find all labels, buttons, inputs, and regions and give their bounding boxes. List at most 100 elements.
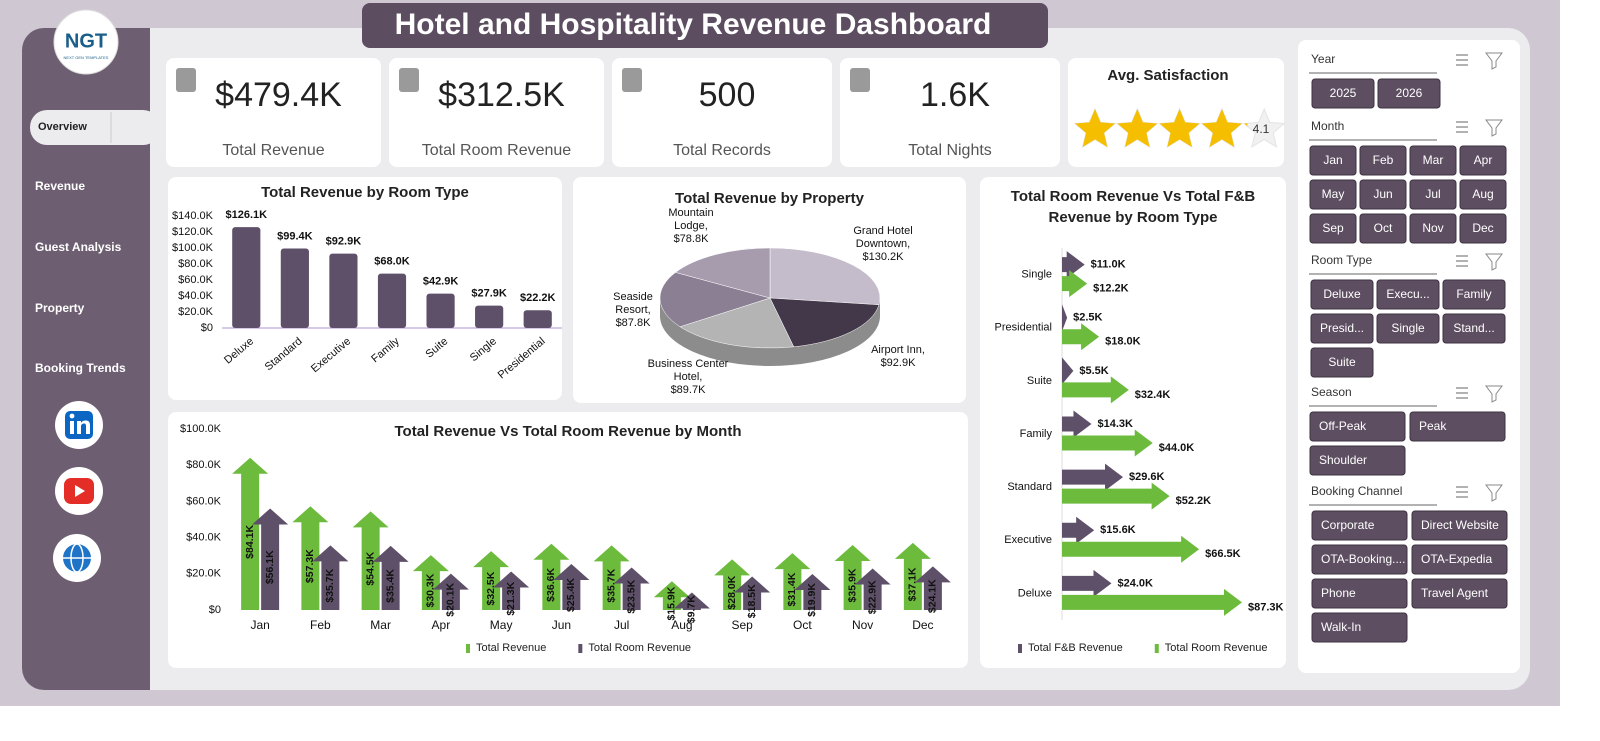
slicer-button[interactable] — [1311, 510, 1408, 541]
slicer-item[interactable]: Single — [1391, 321, 1425, 335]
slicer-item[interactable]: Family — [1456, 287, 1491, 301]
slicer-item[interactable]: Off-Peak — [1319, 419, 1367, 433]
slicer-item[interactable]: Presid... — [1320, 321, 1364, 335]
value-label: $29.6K — [1129, 471, 1165, 483]
legend-label: Total Revenue — [476, 642, 546, 654]
value-label: $9.7K — [686, 595, 698, 623]
slicer-button[interactable] — [1377, 78, 1441, 109]
logo-circle — [53, 9, 119, 75]
slicer-button[interactable] — [1309, 411, 1406, 442]
slicer-button[interactable] — [1459, 213, 1507, 244]
value-label: $18.0K — [1105, 336, 1141, 348]
bar — [432, 573, 469, 610]
bar — [1062, 323, 1100, 351]
slicer-item[interactable]: Apr — [1474, 153, 1493, 167]
slicer-item[interactable]: Execu... — [1386, 287, 1429, 301]
slicer-item[interactable]: Mar — [1423, 153, 1444, 167]
slicer-button[interactable] — [1442, 279, 1506, 310]
slicer-item[interactable]: Sep — [1322, 221, 1344, 235]
value-label: $19.9K — [806, 583, 818, 617]
slicer-item[interactable]: Suite — [1328, 355, 1356, 369]
slicer-item[interactable]: Stand... — [1453, 321, 1494, 335]
slicer-item[interactable]: Jun — [1373, 187, 1392, 201]
clear-filter-icon[interactable] — [1485, 52, 1503, 70]
slicer-button[interactable] — [1442, 313, 1506, 344]
slicer-button[interactable] — [1409, 411, 1506, 442]
slicer-button[interactable] — [1311, 78, 1375, 109]
slicer-item[interactable]: Peak — [1419, 419, 1447, 433]
slicer-button[interactable] — [1359, 213, 1407, 244]
nav-item[interactable]: Guest Analysis — [35, 240, 122, 254]
value-label: $32.4K — [1135, 389, 1171, 401]
slicer-item[interactable]: May — [1322, 187, 1345, 201]
y-tick-label: $120.0K — [172, 226, 214, 238]
clear-filter-icon[interactable] — [1485, 385, 1503, 403]
clear-filter-icon[interactable] — [1485, 119, 1503, 137]
slicer-button[interactable] — [1411, 578, 1508, 609]
slicer-button[interactable] — [1309, 445, 1406, 476]
slicer-item[interactable]: Deluxe — [1323, 287, 1361, 301]
slicer-item[interactable]: Jul — [1425, 187, 1440, 201]
slicer-button[interactable] — [1309, 213, 1357, 244]
nav-item[interactable]: Property — [35, 301, 85, 315]
legend-marker — [578, 644, 583, 653]
slicer-button[interactable] — [1309, 145, 1357, 176]
slicer-item[interactable]: Walk-In — [1321, 620, 1361, 634]
slicer-button[interactable] — [1409, 145, 1457, 176]
slicer-button[interactable] — [1411, 510, 1508, 541]
chart-title: Total Revenue by Room Type — [261, 184, 469, 201]
bar — [1062, 535, 1200, 563]
nav-item[interactable]: Booking Trends — [35, 361, 126, 375]
slicer-button[interactable] — [1310, 313, 1374, 344]
slicer-button[interactable] — [1376, 313, 1440, 344]
y-tick-label: $140.0K — [172, 210, 214, 222]
bar — [493, 571, 530, 610]
clear-filter-icon[interactable] — [1485, 484, 1503, 502]
slicer-item[interactable]: OTA-Booking.... — [1321, 552, 1405, 566]
slicer-button[interactable] — [1359, 145, 1407, 176]
value-label: $24.0K — [1117, 577, 1153, 589]
y-tick-label: $80.0K — [178, 258, 214, 270]
slicer-button[interactable] — [1311, 578, 1408, 609]
pie-label: Mountain Lodge, $78.8K — [656, 194, 726, 258]
slicer-item[interactable]: 2026 — [1396, 86, 1423, 100]
slicer-item[interactable]: Travel Agent — [1421, 586, 1489, 600]
slicer-button[interactable] — [1459, 179, 1507, 210]
slicer-button[interactable] — [1376, 279, 1440, 310]
star — [1159, 109, 1200, 147]
pie-category: Business Center Hotel, — [647, 357, 729, 383]
slicer-button[interactable] — [1409, 213, 1457, 244]
slicer-button[interactable] — [1459, 145, 1507, 176]
pie-label: Grand Hotel Downtown, $130.2K — [838, 212, 928, 276]
slicer-item[interactable]: Phone — [1321, 586, 1356, 600]
slicer-item[interactable]: Nov — [1422, 221, 1443, 235]
slicer-item[interactable]: 2025 — [1330, 86, 1357, 100]
clear-filter-icon[interactable] — [1485, 253, 1503, 271]
value-label: $31.4K — [786, 572, 798, 606]
slicer-button[interactable] — [1311, 612, 1408, 643]
slicer-item[interactable]: Feb — [1373, 153, 1394, 167]
nav-item[interactable]: Revenue — [35, 179, 85, 193]
slicer-button[interactable] — [1359, 179, 1407, 210]
slicer-button[interactable] — [1409, 179, 1457, 210]
slicer-item[interactable]: Shoulder — [1319, 453, 1367, 467]
slicer-item[interactable]: Oct — [1374, 221, 1393, 235]
slicer-button[interactable] — [1310, 347, 1374, 378]
kpi-icon — [399, 68, 419, 92]
slicer-button[interactable] — [1309, 179, 1357, 210]
legend-marker — [1018, 644, 1022, 653]
nav-item[interactable]: Overview — [38, 121, 87, 133]
slicer-item[interactable]: Direct Website — [1421, 518, 1499, 532]
slicer-button[interactable] — [1310, 279, 1374, 310]
slicer-item[interactable]: OTA-Expedia — [1421, 552, 1492, 566]
slicer-item[interactable]: Dec — [1472, 221, 1493, 235]
kpi-icon — [176, 68, 196, 92]
slicer-item[interactable]: Corporate — [1321, 518, 1375, 532]
kpi-card — [840, 58, 1060, 167]
slicer-item[interactable]: Jan — [1323, 153, 1342, 167]
bar — [475, 305, 504, 328]
slicer-item[interactable]: Aug — [1472, 187, 1493, 201]
slicer-button[interactable] — [1311, 544, 1408, 575]
slicer-button[interactable] — [1411, 544, 1508, 575]
